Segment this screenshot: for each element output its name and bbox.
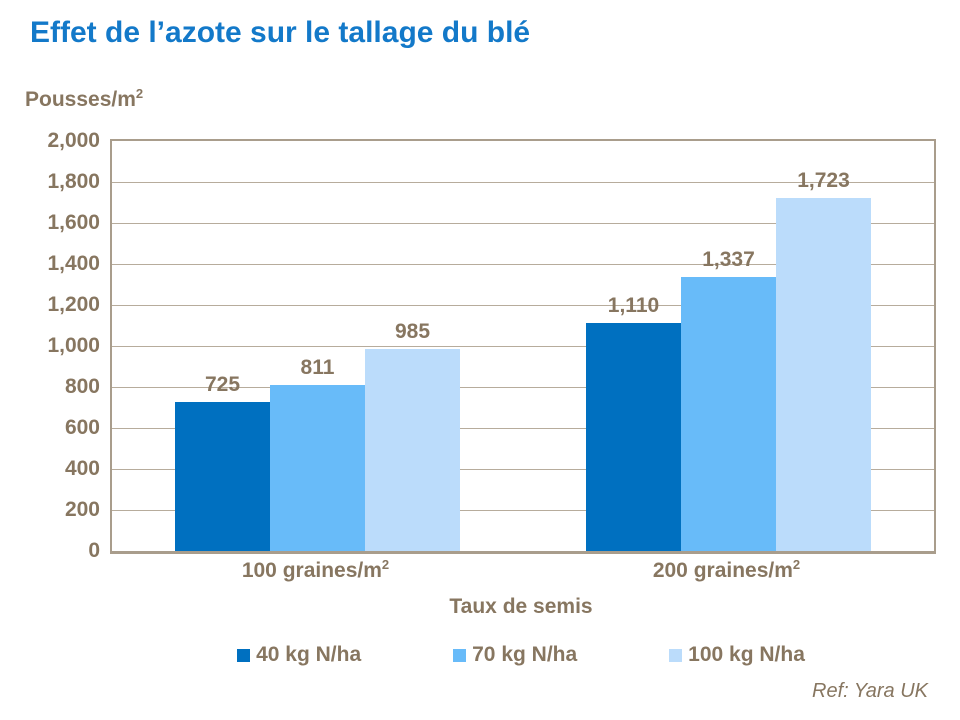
y-tick-label: 1,000: [47, 334, 100, 357]
bar-wrapper: 985: [365, 320, 460, 551]
y-tick-label: 400: [64, 457, 100, 480]
gridline: [112, 182, 934, 183]
bar-value-label: 811: [300, 356, 335, 379]
bar-group: 725 811 985: [175, 141, 460, 551]
bar-value-label: 1,110: [607, 294, 660, 317]
legend-swatch: [669, 648, 683, 662]
gridline: [112, 264, 934, 265]
legend-swatch: [237, 648, 251, 662]
y-tick-label: 2,000: [47, 129, 100, 152]
category-label-base: 100 graines/m: [241, 559, 382, 582]
bar-wrapper: 811: [270, 356, 365, 551]
y-tick-label: 800: [64, 375, 100, 398]
bar: [270, 385, 365, 551]
category-label-100: 100 graines/m2: [110, 557, 521, 587]
gridline: [112, 305, 934, 306]
legend-item-40: 40 kg N/ha: [237, 643, 361, 667]
y-tick-label: 0: [88, 539, 100, 562]
legend: 40 kg N/ha 70 kg N/ha 100 kg N/ha: [110, 641, 932, 669]
y-tick-label: 1,400: [47, 252, 100, 275]
bar-value-label: 725: [204, 373, 241, 396]
y-tick-label: 1,600: [47, 211, 100, 234]
gridline: [112, 387, 934, 388]
legend-item-70: 70 kg N/ha: [453, 643, 577, 667]
legend-label: 70 kg N/ha: [472, 643, 578, 666]
bar: [776, 198, 871, 551]
chart-title: Effet de l’azote sur le tallage du blé: [30, 16, 531, 49]
bar-value-label: 1,337: [702, 248, 755, 271]
reference-text: Ref: Yara UK: [812, 680, 928, 702]
y-tick-label: 200: [64, 498, 100, 521]
y-tick-label: 1,800: [47, 170, 100, 193]
y-axis-unit-superscript: 2: [135, 86, 144, 101]
x-axis-category-labels: 100 graines/m2 200 graines/m2: [110, 557, 932, 587]
gridline: [112, 469, 934, 470]
bar-value-label: 1,723: [797, 169, 850, 192]
gridline: [112, 510, 934, 511]
category-label-superscript: 2: [792, 557, 801, 572]
gridline: [112, 223, 934, 224]
bar: [586, 323, 681, 551]
bar-value-label: 985: [394, 320, 431, 343]
legend-label: 100 kg N/ha: [688, 643, 805, 666]
legend-item-100: 100 kg N/ha: [669, 643, 805, 667]
category-label-base: 200 graines/m: [652, 559, 793, 582]
y-axis-unit-base: Pousses/m: [25, 88, 136, 111]
bar-wrapper: 1,723: [776, 169, 871, 551]
y-tick-label: 1,200: [47, 293, 100, 316]
y-axis-ticks: 2,000 1,800 1,600 1,400 1,200 1,000 800 600 400 2…: [0, 129, 100, 562]
y-axis-unit-label: Pousses/m2: [25, 86, 143, 112]
bar-group: 1,110 1,337 1,723: [586, 141, 871, 551]
plot-area: 725 811 985 1,110 1,337 1,723: [110, 139, 936, 554]
bar: [365, 349, 460, 551]
gridline: [112, 428, 934, 429]
category-label-superscript: 2: [381, 557, 390, 572]
bar-wrapper: 1,337: [681, 248, 776, 551]
x-axis-title: Taux de semis: [449, 595, 593, 618]
gridline: [112, 346, 934, 347]
category-label-200: 200 graines/m2: [521, 557, 932, 587]
legend-label: 40 kg N/ha: [256, 643, 362, 666]
bar-wrapper: 1,110: [586, 294, 681, 551]
legend-swatch: [453, 648, 467, 662]
bar: [175, 402, 270, 551]
y-tick-label: 600: [64, 416, 100, 439]
bar-wrapper: 725: [175, 373, 270, 551]
bar: [681, 277, 776, 551]
